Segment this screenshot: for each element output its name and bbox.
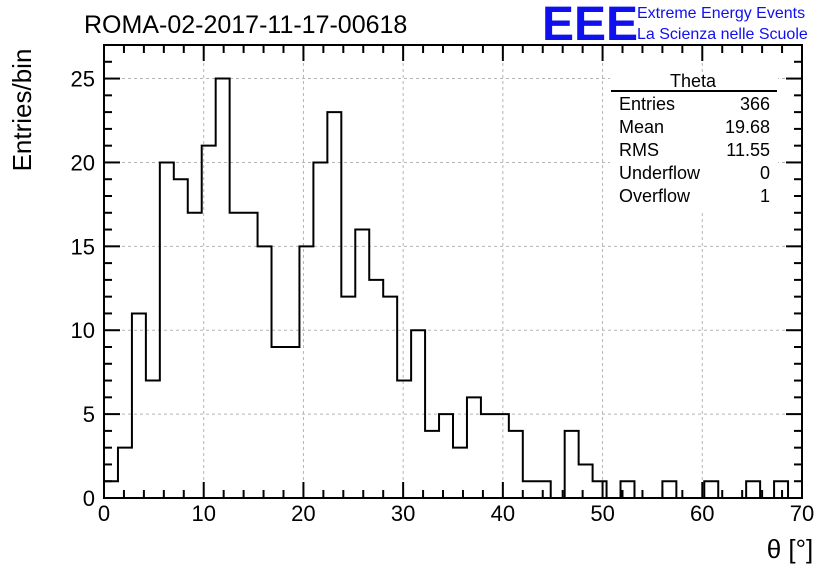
stats-row-label: Underflow xyxy=(619,163,701,183)
y-tick-label: 15 xyxy=(71,234,95,259)
histogram-bin xyxy=(746,481,760,498)
histogram-bin xyxy=(593,481,607,498)
y-axis-label: Entries/bin xyxy=(7,49,37,172)
x-axis-label: θ [°] xyxy=(767,534,814,564)
histogram-bin xyxy=(132,313,146,498)
histogram-bin xyxy=(509,431,523,498)
x-tick-label: 0 xyxy=(98,501,110,526)
histogram-bin xyxy=(425,431,439,498)
stats-box-title: Theta xyxy=(670,71,717,91)
stats-row-value: 1 xyxy=(760,186,770,206)
histogram-bin xyxy=(341,297,355,498)
histogram-bin xyxy=(202,146,216,498)
histogram-line xyxy=(104,77,802,499)
x-tick-label: 30 xyxy=(391,501,415,526)
x-tick-label: 10 xyxy=(191,501,215,526)
histogram-bin xyxy=(258,246,272,498)
stats-row-label: RMS xyxy=(619,140,659,160)
histogram-bin xyxy=(104,481,118,498)
eee-logo-mark: EEE xyxy=(542,0,638,51)
x-tick-label: 60 xyxy=(690,501,714,526)
eee-logo: EEE Extreme Energy Events La Scienza nel… xyxy=(542,0,808,51)
histogram-bin xyxy=(160,162,174,498)
stats-box-rows: Entries 366 Mean 19.68 RMS 11.55 Underflow 0 Ove… xyxy=(619,94,770,206)
plot-frame xyxy=(103,44,803,499)
eee-logo-line2: La Scienza nelle Scuole xyxy=(637,26,808,43)
histogram-bin xyxy=(704,481,718,498)
stats-row-label: Overflow xyxy=(619,186,691,206)
histogram-bin xyxy=(355,230,369,498)
stats-row-label: Mean xyxy=(619,117,664,137)
histogram-bin xyxy=(565,431,579,498)
x-axis-ticks: 0 10 20 30 40 50 60 70 xyxy=(98,45,814,526)
x-tick-label: 50 xyxy=(590,501,614,526)
histogram-bin xyxy=(146,381,160,498)
x-tick-label: 40 xyxy=(491,501,515,526)
histogram-bin xyxy=(327,112,341,498)
y-tick-label: 10 xyxy=(71,318,95,343)
histogram-bin xyxy=(313,162,327,498)
y-tick-label: 5 xyxy=(83,402,95,427)
eee-logo-line1: Extreme Energy Events xyxy=(637,5,805,22)
x-tick-label: 70 xyxy=(790,501,814,526)
chart-title: ROMA-02-2017-11-17-00618 xyxy=(84,11,407,39)
x-tick-label: 20 xyxy=(291,501,315,526)
histogram-bin xyxy=(579,464,593,498)
stats-box: Theta Entries 366 Mean 19.68 RMS 11.55 Underfl… xyxy=(610,71,778,212)
stats-box-background xyxy=(610,72,778,212)
histogram-bin xyxy=(285,347,299,498)
histogram-bin xyxy=(216,79,230,498)
stats-row-value: 11.55 xyxy=(726,140,770,160)
histogram-bin xyxy=(174,179,188,498)
histogram-series xyxy=(104,77,802,499)
histogram-bin xyxy=(244,213,258,498)
histogram-bin xyxy=(411,330,425,498)
histogram-bin xyxy=(523,481,537,498)
histogram-bin xyxy=(453,448,467,498)
histogram-bin xyxy=(188,213,202,498)
y-tick-label: 0 xyxy=(83,486,95,511)
histogram-bin xyxy=(467,397,481,498)
stats-row-value: 366 xyxy=(740,94,770,114)
y-tick-label: 25 xyxy=(71,67,95,92)
histogram-bin xyxy=(272,347,286,498)
plot-frame-rect xyxy=(103,44,803,499)
stats-row-value: 19.68 xyxy=(725,117,770,137)
histogram-bin xyxy=(299,246,313,498)
histogram-bin xyxy=(397,381,411,498)
histogram-bin xyxy=(662,481,676,498)
histogram-bin xyxy=(230,213,244,498)
y-tick-label: 20 xyxy=(71,150,95,175)
histogram-bin xyxy=(383,297,397,498)
stats-row-value: 0 xyxy=(760,163,770,183)
histogram-bin xyxy=(481,414,495,498)
stats-row-label: Entries xyxy=(619,94,675,114)
histogram-bin xyxy=(439,414,453,498)
histogram-bin xyxy=(369,280,383,498)
